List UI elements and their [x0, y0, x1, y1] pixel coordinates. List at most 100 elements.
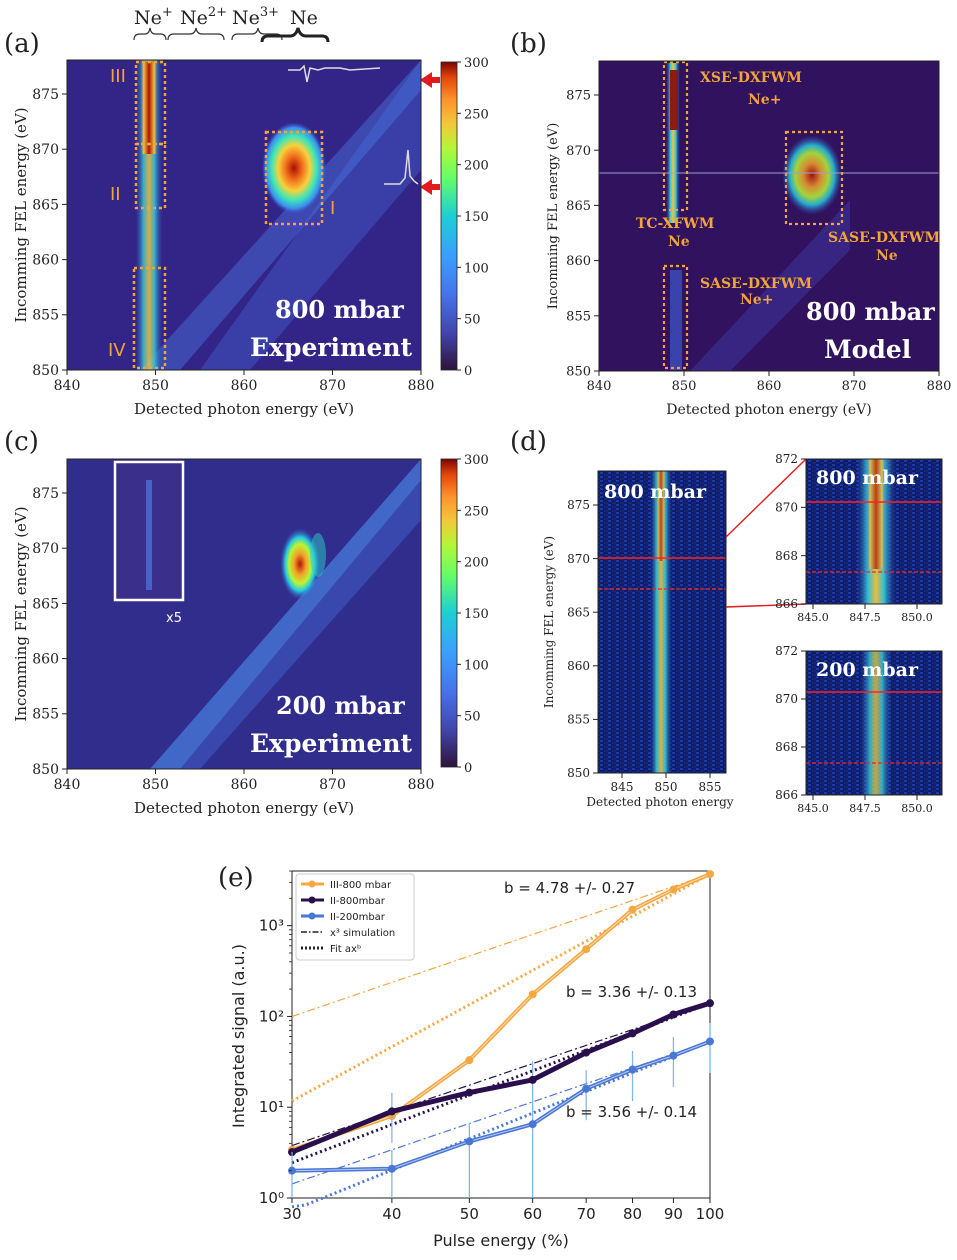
panel-b-overlay-2: Model	[824, 335, 911, 364]
brace-ne1	[133, 27, 167, 41]
panel-b-xticks: 840 850 860 870 880	[587, 371, 952, 394]
panel-a-xtick-label: 840	[54, 378, 81, 394]
panel-c-xtick-label: 850	[142, 777, 169, 793]
panel-d-br-yticks: 872 870 868 866	[775, 644, 806, 802]
label-sase-ne-plus: Ne+	[740, 292, 773, 308]
label-tc-ne: Ne	[668, 234, 690, 250]
panel-c-inset-note: x5	[166, 611, 182, 626]
panel-c-cbar-label: 300	[464, 453, 489, 468]
panel-c-colorbar-ticks: 300 250 200 150 100 50 0	[457, 453, 489, 776]
panel-d-left-ytick-label: 860	[567, 659, 590, 673]
panel-d-ylabel: Incomming FEL energy (eV)	[542, 536, 556, 708]
panel-c-xtick-label: 870	[319, 777, 346, 793]
panel-a-colorbar	[440, 61, 458, 371]
spectrum-trace-top	[288, 64, 381, 83]
data-point	[669, 1010, 678, 1019]
panel-c-cbar-label: 0	[464, 761, 472, 776]
panel-e-ytick-label: 10⁰	[259, 1189, 284, 1207]
panel-d: (d) 800 mbar 875 870 865 860 855 850 845 850 85…	[510, 427, 943, 815]
panel-e-xtick-label: 40	[382, 1205, 401, 1223]
arrow-top	[420, 72, 440, 88]
panel-a-colorbar-ticks: 300 250 200 150 100 50 0	[457, 56, 489, 379]
panel-d-left-yticks: 875 870 865 860 855 850	[567, 498, 598, 780]
annotation-b-III: b = 4.78 +/- 0.27	[504, 879, 635, 897]
panel-e-xtick-label: 60	[523, 1205, 542, 1223]
panel-a-yticks: 875 870 865 860 855 850	[32, 87, 67, 379]
panel-b-ytick-label: 865	[566, 199, 591, 214]
label-IV: IV	[108, 340, 126, 361]
panel-e-legend: III-800 mbar II-800mbar II-200mbar x³ si…	[295, 873, 415, 961]
panel-a-xlabel: Detected photon energy (eV)	[134, 400, 354, 418]
data-point	[387, 1164, 396, 1173]
panel-c-cbar-label: 100	[464, 658, 489, 673]
data-point	[465, 1056, 474, 1065]
panel-e-ytick-label: 10²	[259, 1007, 284, 1025]
data-point	[465, 1088, 474, 1097]
panel-d-left-ytick-label: 865	[567, 605, 590, 619]
panel-c-xtick-label: 880	[408, 777, 435, 793]
panel-c-cbar-label: 150	[464, 607, 489, 622]
panel-e-xtick-label: 70	[577, 1205, 596, 1223]
panel-b-xtick-label: 870	[842, 379, 867, 394]
panel-b-xtick-label: 880	[927, 379, 952, 394]
x3-sim-line-1	[291, 1002, 711, 1147]
panel-a-xtick-label: 870	[319, 378, 346, 394]
label-xse-ne-plus: Ne+	[748, 92, 781, 108]
panel-d-br-ytick-label: 866	[775, 788, 798, 802]
data-point	[528, 990, 537, 999]
annotation-b-II800: b = 3.36 +/- 0.13	[566, 983, 697, 1001]
panel-c-xtick-label: 860	[231, 777, 258, 793]
panel-a-ytick-label: 855	[32, 308, 59, 324]
panel-b-ytick-label: 860	[566, 254, 591, 269]
data-point	[706, 999, 714, 1008]
panel-e-ylabel: Integrated signal (a.u.)	[229, 944, 248, 1128]
panel-a-xticks: 840 850 860 870 880	[54, 370, 434, 394]
panel-b-tag: (b)	[510, 29, 547, 59]
panel-a-xtick-label: 850	[142, 378, 169, 394]
data-point	[582, 945, 591, 954]
panel-e-xlabel: Pulse energy (%)	[433, 1231, 569, 1250]
panel-e-yticks: 10⁰ 10¹ 10² 10³	[259, 870, 292, 1207]
panel-e: (e) 10⁰ 10¹ 10² 10³ 30 40 50 60 70 80 90 100 Integ…	[218, 863, 724, 1250]
panel-c-ytick-label: 855	[32, 707, 59, 723]
panel-d-left-ytick-label: 855	[567, 713, 590, 727]
data-point	[465, 1137, 474, 1146]
panel-d-br-xtick-label: 845.0	[797, 802, 829, 815]
panel-d-br-xtick-label: 847.5	[849, 802, 881, 815]
panel-b-xtick-label: 850	[672, 379, 697, 394]
panel-c-ytick-label: 860	[32, 652, 59, 668]
panel-a-cbar-label: 200	[464, 159, 489, 174]
species-ne: Ne	[290, 7, 318, 29]
panel-c-ytick-label: 865	[32, 596, 59, 612]
panel-a-cbar-label: 300	[464, 56, 489, 71]
panel-a-ytick-label: 860	[32, 253, 59, 269]
panel-a-ytick-label: 875	[32, 87, 59, 103]
brace-ne	[260, 27, 330, 43]
label-xse-dxfwm: XSE-DXFWM	[700, 70, 802, 86]
panel-c-yticks: 875 870 865 860 855 850	[32, 486, 67, 778]
data-point	[628, 1029, 637, 1038]
panel-e-ytick-label: 10³	[259, 917, 284, 935]
species-ne2: Ne	[180, 7, 208, 29]
panel-e-xtick-label: 100	[696, 1205, 725, 1223]
x3-sim-line-0	[291, 873, 711, 1018]
spectrum-trace-right	[384, 149, 419, 185]
panel-b-xtick-label: 840	[587, 379, 612, 394]
label-I: I	[330, 198, 335, 219]
fit-line-0	[291, 872, 711, 1103]
data-point	[669, 1051, 678, 1060]
panel-e-xtick-label: 30	[282, 1205, 301, 1223]
panel-d-left-xtick-label: 845	[611, 780, 634, 794]
x3-sim-line-2	[291, 1040, 711, 1185]
label-sase-dxfwm-1: SASE-DXFWM	[828, 230, 940, 246]
panel-c: (c) x5 200 mbar Experiment 8758708658608…	[4, 427, 489, 817]
svg-text:Ne3+: Ne3+	[232, 5, 279, 29]
panel-a-cbar-label: 150	[464, 210, 489, 225]
panel-b-ytick-label: 850	[566, 365, 591, 380]
svg-text:Ne+: Ne+	[134, 5, 173, 29]
legend-II200: II-200mbar	[330, 912, 386, 923]
brace-ne2	[167, 27, 225, 41]
panel-d-left-xticks: 845 850 855	[611, 773, 721, 794]
panel-d-left-title: 800 mbar	[604, 481, 707, 503]
